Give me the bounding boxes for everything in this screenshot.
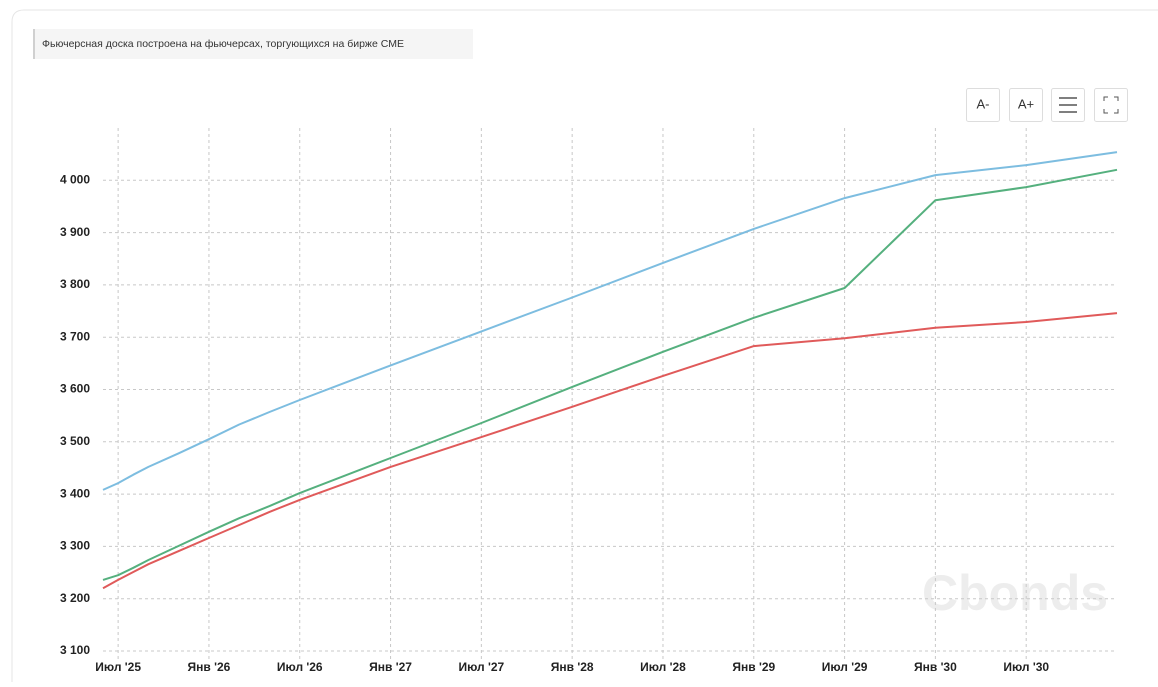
x-tick-label: Июл '30: [1003, 660, 1049, 674]
font-decrease-label[interactable]: A-: [977, 96, 990, 111]
x-tick-label: Июл '29: [822, 660, 868, 674]
fullscreen-button[interactable]: [1094, 88, 1128, 122]
y-tick-label: 3 800: [60, 277, 90, 291]
x-tick-label: Июл '25: [95, 660, 141, 674]
x-tick-label: Янв '28: [551, 660, 594, 674]
y-tick-label: 3 300: [60, 539, 90, 553]
note: Фьючерсная доска построена на фьючерсах,…: [42, 38, 404, 50]
x-tick-label: Янв '29: [732, 660, 775, 674]
series-line: [102, 312, 1118, 590]
font-increase-button[interactable]: [1009, 88, 1043, 122]
series-line: [102, 168, 1118, 581]
y-tick-label: 3 600: [60, 382, 90, 396]
x-tick-label: Июл '27: [458, 660, 504, 674]
font-decrease-button[interactable]: [966, 88, 1000, 122]
card-border: [11, 9, 1158, 682]
watermark: Cbonds: [922, 565, 1108, 621]
plot: 3 100 3 200 3 300 3 400 3 500 3 600 3 700 3 800…: [60, 128, 1118, 674]
y-tick-label: 3 900: [60, 225, 90, 239]
note-box: [33, 29, 473, 59]
x-tick-label: Янв '26: [188, 660, 231, 674]
y-tick-label: 3 400: [60, 486, 90, 500]
x-tick-label: Янв '30: [914, 660, 957, 674]
x-tick-label: Июл '26: [277, 660, 323, 674]
y-tick-label: 3 100: [60, 643, 90, 657]
font-increase-label[interactable]: A+: [1018, 96, 1034, 111]
note-accent: [33, 29, 35, 59]
series-line: [102, 151, 1118, 491]
fullscreen-icon: [1103, 96, 1119, 114]
x-tick-label: Июл '28: [640, 660, 686, 674]
y-tick-label: 3 200: [60, 591, 90, 605]
menu-icon: [1059, 97, 1077, 113]
y-tick-label: 3 500: [60, 434, 90, 448]
x-tick-label: Янв '27: [369, 660, 412, 674]
y-tick-label: 4 000: [60, 172, 90, 186]
y-tick-label: 3 700: [60, 329, 90, 343]
